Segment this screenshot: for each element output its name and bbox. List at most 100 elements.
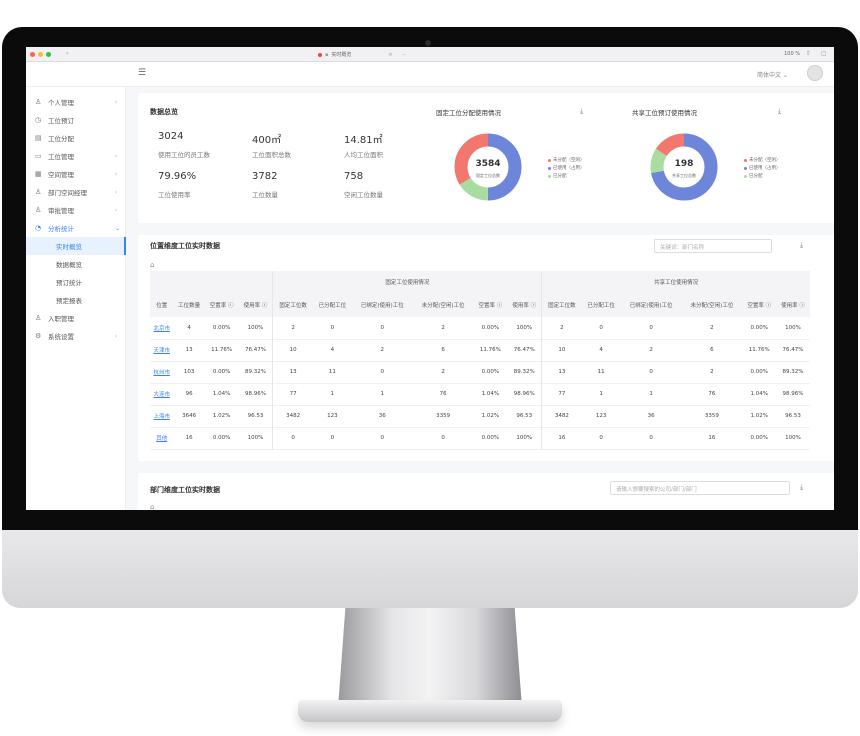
table-column-header[interactable]: 已分配工位 bbox=[581, 293, 621, 317]
shared-chart-title: 共享工位预订使用情况 bbox=[632, 109, 697, 117]
sidebar-item-dept-manager[interactable]: ♙ 部门空间经理 › bbox=[26, 183, 126, 201]
table-group-header: 固定工位使用情况 bbox=[272, 271, 542, 293]
fixed-center-value: 3584 bbox=[475, 159, 501, 169]
table-column-header[interactable]: 空置率 ⓘ bbox=[473, 293, 508, 317]
table-cell: 0 bbox=[599, 435, 603, 441]
menu-icon[interactable]: ☰ bbox=[138, 68, 147, 78]
app-topbar: ☰ 简体中文 ⌄ bbox=[26, 62, 834, 87]
sidebar-item-personal[interactable]: ♙ 个人管理 › bbox=[26, 93, 126, 111]
sidebar-item-label: 入职管理 bbox=[48, 315, 74, 323]
download-icon[interactable]: ⤓ bbox=[800, 241, 804, 249]
table-column-header[interactable]: 固定工位数 bbox=[541, 293, 582, 317]
location-link[interactable]: 天津市 bbox=[153, 348, 170, 354]
table-cell: 2 bbox=[380, 347, 385, 353]
sidebar-subitem-realtime[interactable]: 实时概览 bbox=[26, 237, 126, 255]
sidebar-item-approval[interactable]: ♙ 审批管理 › bbox=[26, 201, 126, 219]
table-cell: 3482 bbox=[272, 405, 313, 427]
sidebar-item-settings[interactable]: ⚙ 系统设置 › bbox=[26, 327, 126, 345]
table-cell: 0 bbox=[272, 427, 313, 449]
legend-dot bbox=[744, 158, 747, 162]
maximize-window-button[interactable] bbox=[46, 52, 51, 57]
sidebar-subitem-data-overview[interactable]: 数据概览 bbox=[26, 255, 126, 273]
table-column-header[interactable]: 已绑定(使用)工位 bbox=[620, 293, 682, 317]
table-cell: 13 bbox=[272, 361, 313, 383]
sidebar-item-allocation[interactable]: ▤ 工位分配 bbox=[26, 129, 126, 147]
download-icon[interactable]: ⤓ bbox=[800, 483, 804, 491]
table-cell: 96.53 bbox=[247, 413, 264, 419]
location-link[interactable]: 大连市 bbox=[153, 392, 170, 398]
location-link[interactable]: 其他 bbox=[156, 436, 168, 442]
table-column-header[interactable]: 使用率 ⓘ bbox=[238, 293, 273, 317]
table-column-header[interactable]: 空置率 ⓘ bbox=[204, 293, 239, 317]
download-icon[interactable]: ⤓ bbox=[778, 107, 782, 115]
sidebar-item-analytics[interactable]: ◔ 分析统计 ⌄ bbox=[26, 219, 126, 237]
legend-dot bbox=[744, 166, 747, 170]
language-select[interactable]: 简体中文 ⌄ bbox=[757, 72, 788, 79]
browser-chrome: ‹ ▪ 实时概览 × ⋯ 100 % ⇧ ▢ bbox=[26, 47, 834, 62]
chevron-right-icon: › bbox=[115, 152, 118, 160]
table-cell: 89.32% bbox=[782, 369, 804, 375]
table-cell: 1.02% bbox=[212, 413, 231, 419]
table-cell: 3359 bbox=[704, 413, 719, 419]
location-link[interactable]: 杭州市 bbox=[153, 370, 170, 376]
table-cell: 100% bbox=[247, 324, 264, 331]
table-cell: 10 bbox=[541, 339, 582, 361]
back-icon[interactable]: ‹ bbox=[66, 50, 69, 57]
table-cell: 98.96% bbox=[782, 391, 804, 397]
table-column-header[interactable]: 使用率 ⓘ bbox=[776, 293, 810, 317]
table-cell: 0 bbox=[649, 435, 653, 441]
sidebar-subitem-booking-report[interactable]: 预定报表 bbox=[26, 291, 126, 309]
fixed-chart-title: 固定工位分配使用情况 bbox=[436, 109, 501, 117]
chevron-right-icon: › bbox=[115, 206, 118, 214]
table-column-header[interactable]: 使用率 ⓘ bbox=[507, 293, 542, 317]
download-icon[interactable]: ⤓ bbox=[580, 107, 584, 115]
dept-search-input[interactable]: 请输入想要搜索的公司/部门/部门 bbox=[610, 481, 790, 495]
table-column-header[interactable]: 固定工位数 bbox=[272, 293, 313, 317]
table-cell: 100% bbox=[247, 435, 264, 441]
close-window-button[interactable] bbox=[30, 52, 35, 57]
table-column-header[interactable]: 位置 bbox=[150, 293, 174, 317]
location-table-card: 位置维度工位实时数据 关键词：部门名称 ⤓ ⌂ 固定工位使用情况 共享工位使用情… bbox=[138, 235, 834, 461]
home-icon[interactable]: ⌂ bbox=[150, 503, 155, 510]
table-column-header[interactable]: 工位数量 bbox=[173, 293, 205, 317]
avatar[interactable] bbox=[807, 65, 823, 81]
location-link[interactable]: 上海市 bbox=[153, 414, 170, 420]
table-cell: 16 bbox=[541, 427, 582, 449]
share-icon[interactable]: ⇧ bbox=[806, 50, 812, 57]
location-link[interactable]: 北京市 bbox=[153, 325, 170, 332]
table-row: 北京市 4 0.00% 100% 2 0 0 2 0.00% 100% 2 0 0 2 0.00% 100% bbox=[150, 317, 810, 339]
sidebar-subitem-booking-stats[interactable]: 预订统计 bbox=[26, 273, 126, 291]
location-search-input[interactable]: 关键词：部门名称 bbox=[654, 239, 772, 253]
table-column-header[interactable]: 空置率 ⓘ bbox=[742, 293, 777, 317]
table-column-header[interactable]: 未分配(空闲)工位 bbox=[681, 293, 743, 317]
table-cell: 103 bbox=[183, 369, 195, 375]
table-cell: 3359 bbox=[436, 413, 451, 419]
table-cell: 2 bbox=[710, 324, 714, 331]
shared-center-label: 共享工位总数 bbox=[672, 173, 696, 178]
tab-menu-icon[interactable]: ⋯ bbox=[401, 51, 407, 58]
table-column-header[interactable]: 已分配工位 bbox=[312, 293, 352, 317]
tabs-icon[interactable]: ▢ bbox=[821, 50, 827, 57]
table-column-header[interactable]: 未分配(空闲)工位 bbox=[412, 293, 474, 317]
table-row: 杭州市 103 0.00% 89.32% 13 11 0 2 0.00% 89.32% 13 11 0 2… bbox=[150, 361, 810, 383]
sidebar-item-workstation[interactable]: ▭ 工位管理 › bbox=[26, 147, 126, 165]
sidebar-item-booking[interactable]: ◷ 工位预订 bbox=[26, 111, 126, 129]
table-cell: 4 bbox=[187, 324, 191, 331]
table-column-header[interactable]: 已绑定(使用)工位 bbox=[351, 293, 413, 317]
legend-label: 未分配（空闲） bbox=[749, 158, 781, 163]
home-icon[interactable]: ⌂ bbox=[150, 261, 155, 269]
table-cell: 4 bbox=[599, 347, 603, 353]
stat-value: 3024 bbox=[158, 131, 184, 142]
overview-title: 数据总览 bbox=[150, 108, 178, 116]
table-cell: 0.00% bbox=[750, 324, 768, 331]
minimize-window-button[interactable] bbox=[38, 52, 43, 57]
sidebar-item-label: 分析统计 bbox=[48, 225, 74, 233]
table-cell: 0 bbox=[380, 324, 385, 331]
tab-close-icon[interactable]: × bbox=[388, 51, 393, 58]
search-placeholder: 请输入想要搜索的公司/部门/部门 bbox=[616, 487, 697, 493]
browser-tab[interactable]: ▪ 实时概览 × ⋯ bbox=[318, 51, 407, 58]
sidebar-item-onboarding[interactable]: ♙ 入职管理 bbox=[26, 309, 126, 327]
table-cell: 1.04% bbox=[481, 391, 500, 397]
sidebar-item-space[interactable]: ▦ 空间管理 › bbox=[26, 165, 126, 183]
tab-title: 实时概览 bbox=[331, 52, 352, 58]
